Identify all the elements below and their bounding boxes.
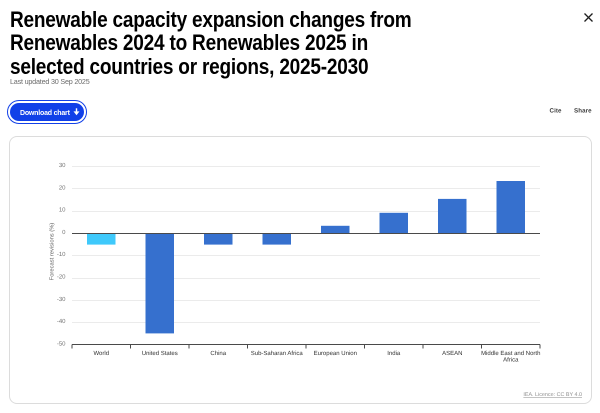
svg-text:Cite: Cite (550, 108, 563, 115)
svg-text:-40: -40 (57, 318, 66, 325)
svg-text:Africa: Africa (503, 357, 519, 364)
svg-text:China: China (210, 350, 226, 357)
svg-text:-50: -50 (57, 340, 66, 347)
svg-text:World: World (93, 350, 109, 357)
svg-text:Forecast revisions (%): Forecast revisions (%) (49, 223, 56, 281)
svg-text:-30: -30 (57, 296, 66, 303)
svg-text:India: India (387, 350, 401, 357)
svg-text:-20: -20 (57, 274, 66, 281)
svg-text:Share: Share (574, 108, 592, 115)
svg-text:Middle East and North: Middle East and North (481, 350, 540, 357)
svg-text:-10: -10 (57, 251, 66, 258)
svg-text:IEA. Licence: CC BY 4.0: IEA. Licence: CC BY 4.0 (523, 392, 582, 398)
svg-text:20: 20 (59, 184, 66, 191)
svg-text:ASEAN: ASEAN (442, 350, 462, 357)
svg-text:European Union: European Union (314, 350, 357, 357)
svg-text:United States: United States (142, 350, 178, 357)
svg-text:10: 10 (59, 207, 66, 214)
svg-text:Sub-Saharan Africa: Sub-Saharan Africa (251, 350, 304, 357)
svg-text:30: 30 (59, 162, 66, 169)
svg-text:0: 0 (62, 229, 66, 236)
